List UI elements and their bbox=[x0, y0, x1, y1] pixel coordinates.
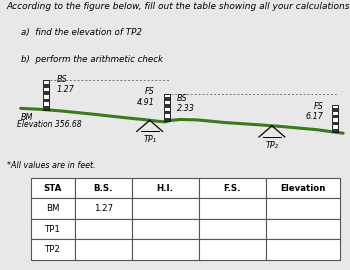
Bar bbox=[332, 129, 338, 132]
Text: TP₂: TP₂ bbox=[265, 141, 278, 150]
Bar bbox=[75, 198, 132, 219]
Text: BS
2.33: BS 2.33 bbox=[177, 94, 195, 113]
Text: a)  find the elevation of TP2: a) find the elevation of TP2 bbox=[21, 28, 142, 37]
Bar bbox=[75, 239, 132, 260]
Bar bbox=[43, 106, 49, 110]
Bar bbox=[332, 115, 338, 119]
Text: BS
1.27: BS 1.27 bbox=[57, 75, 75, 94]
Bar bbox=[75, 178, 132, 198]
Bar bbox=[266, 239, 340, 260]
Bar bbox=[199, 219, 266, 239]
Bar bbox=[164, 94, 170, 121]
Text: FS
4.91: FS 4.91 bbox=[136, 87, 154, 107]
Bar bbox=[31, 239, 75, 260]
Bar bbox=[332, 108, 338, 112]
Text: F.S.: F.S. bbox=[224, 184, 241, 193]
Bar bbox=[132, 219, 199, 239]
Bar bbox=[43, 99, 49, 102]
Bar bbox=[199, 178, 266, 198]
Bar bbox=[132, 239, 199, 260]
Text: TP1: TP1 bbox=[45, 225, 61, 234]
Bar bbox=[31, 178, 75, 198]
Bar bbox=[199, 239, 266, 260]
Text: B.S.: B.S. bbox=[93, 184, 113, 193]
Text: FS
6.17: FS 6.17 bbox=[306, 102, 324, 121]
Text: b)  perform the arithmetic check: b) perform the arithmetic check bbox=[21, 55, 163, 64]
Bar bbox=[31, 198, 75, 219]
Bar bbox=[199, 198, 266, 219]
Bar bbox=[75, 219, 132, 239]
Bar bbox=[164, 111, 170, 114]
Bar bbox=[132, 198, 199, 219]
Bar bbox=[266, 198, 340, 219]
Text: Elevation: Elevation bbox=[280, 184, 326, 193]
Bar bbox=[132, 178, 199, 198]
Bar bbox=[43, 84, 49, 88]
Bar bbox=[266, 219, 340, 239]
Text: According to the figure below, fill out the table showing all your calculations:: According to the figure below, fill out … bbox=[7, 2, 350, 11]
Text: STA: STA bbox=[44, 184, 62, 193]
Bar bbox=[332, 122, 338, 125]
Bar bbox=[43, 80, 49, 110]
Bar bbox=[164, 104, 170, 107]
Text: TP2: TP2 bbox=[45, 245, 61, 254]
Text: TP₁: TP₁ bbox=[143, 135, 156, 144]
Text: BM: BM bbox=[46, 204, 60, 213]
Text: H.I.: H.I. bbox=[157, 184, 174, 193]
Bar bbox=[164, 118, 170, 121]
Bar bbox=[31, 219, 75, 239]
Bar bbox=[164, 97, 170, 101]
Text: 1.27: 1.27 bbox=[93, 204, 113, 213]
Bar bbox=[266, 178, 340, 198]
Text: *All values are in feet.: *All values are in feet. bbox=[7, 161, 96, 170]
Text: Elevation 356.68: Elevation 356.68 bbox=[16, 120, 81, 129]
Text: BM: BM bbox=[21, 113, 33, 122]
Bar bbox=[43, 92, 49, 95]
Bar bbox=[332, 105, 338, 132]
